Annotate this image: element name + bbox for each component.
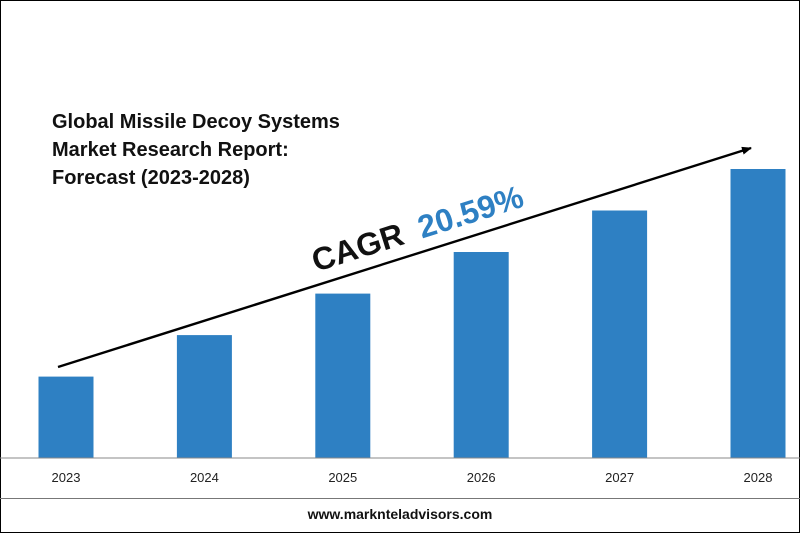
bar-2024 (176, 335, 232, 458)
x-tick-label-2026: 2026 (467, 470, 496, 485)
x-tick-labels: 2023 2024 2025 2026 2027 2028 (52, 470, 773, 485)
footer-divider (0, 498, 800, 499)
cagr-label: CAGR (307, 216, 408, 279)
title-line-3: Forecast (2023-2028) (52, 167, 250, 189)
bar-2028 (730, 169, 786, 458)
cagr-trend-arrow (57, 146, 752, 369)
cagr-value: 20.59% (413, 178, 527, 245)
x-tick-label-2027: 2027 (605, 470, 634, 485)
x-tick-label-2025: 2025 (328, 470, 357, 485)
footer-website: www.marknteladvisors.com (307, 506, 493, 522)
bar-2027 (592, 210, 648, 458)
title-line-2: Market Research Report: (52, 139, 289, 161)
bar-2023 (38, 376, 94, 458)
bar-2025 (315, 293, 371, 458)
bars-group (38, 169, 786, 458)
bar-2026 (453, 252, 509, 458)
x-tick-label-2028: 2028 (744, 470, 773, 485)
x-tick-label-2024: 2024 (190, 470, 219, 485)
x-tick-label-2023: 2023 (52, 470, 81, 485)
chart-title: Global Missile Decoy Systems Market Rese… (52, 108, 382, 192)
title-line-1: Global Missile Decoy Systems (52, 111, 340, 133)
